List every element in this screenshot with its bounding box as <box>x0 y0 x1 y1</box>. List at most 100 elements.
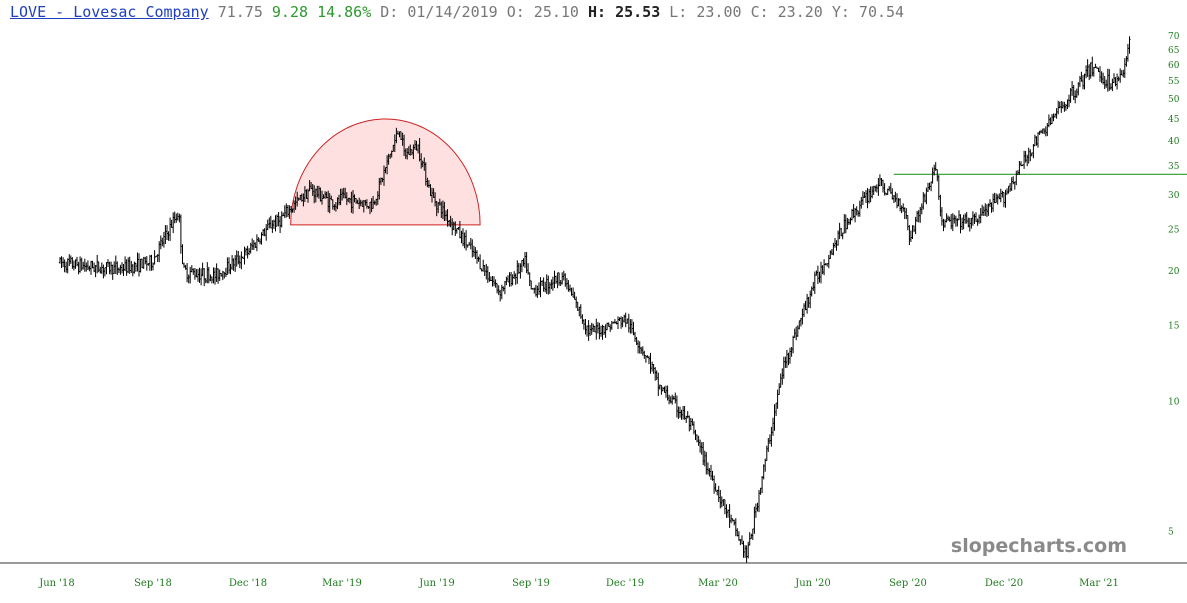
ohlc-bar <box>557 272 561 286</box>
annotation-layer[interactable] <box>290 118 1187 226</box>
ohlc-bar <box>486 266 489 283</box>
ohlc-bar <box>148 255 152 271</box>
ohlc-bar <box>991 193 995 212</box>
ohlc-bar <box>187 274 190 284</box>
ohlc-bar <box>1018 161 1021 175</box>
ohlc-bar <box>931 167 934 184</box>
ohlc-bar <box>561 272 564 285</box>
ohlc-bar <box>990 202 993 213</box>
ohlc-bar <box>495 283 499 294</box>
ohlc-bar <box>663 386 666 393</box>
ohlc-bar <box>1046 123 1049 137</box>
change-percent: 14.86% <box>317 3 372 21</box>
ohlc-bar <box>103 267 107 277</box>
ohlc-bar <box>78 256 82 273</box>
ohlc-bar <box>80 257 83 271</box>
ohlc-bar <box>1010 177 1013 191</box>
ohlc-bar <box>650 361 654 372</box>
ohlc-bar <box>1098 66 1102 82</box>
ohlc-bar <box>770 426 773 447</box>
ohlc-bar <box>641 346 644 356</box>
ohlc-bar <box>1080 71 1083 82</box>
ohlc-bar <box>832 242 835 256</box>
ticker-link[interactable]: LOVE - Lovesac Company <box>10 3 209 21</box>
ohlc-bar <box>875 184 878 193</box>
ohlc-bar <box>1055 108 1058 119</box>
ohlc-bar <box>68 254 71 266</box>
ohlc-bar <box>1120 70 1123 76</box>
ohlc-bar <box>168 217 172 241</box>
ohlc-bar <box>796 325 799 337</box>
ohlc-bar <box>629 319 632 334</box>
y-tick-label: 55 <box>1168 77 1180 87</box>
ohlc-bar <box>1106 68 1109 92</box>
ohlc-bar <box>1026 154 1029 167</box>
ohlc-bar <box>72 260 76 271</box>
ohlc-bar <box>599 325 603 337</box>
ohlc-bar <box>271 220 274 233</box>
ohlc-bar <box>1084 65 1088 79</box>
ohlc-bar <box>714 483 717 492</box>
ohlc-bar <box>1100 71 1103 84</box>
y-axis: 5 10 15 20 25 30 35 40 45 50 55 60 65 70 <box>1168 32 1180 538</box>
ohlc-bar <box>723 499 727 515</box>
ohlc-bar <box>258 238 262 245</box>
ohlc-bar <box>787 352 790 366</box>
ohlc-bar <box>959 214 962 234</box>
ohlc-bar <box>1015 170 1018 186</box>
ohlc-bar <box>827 254 830 269</box>
ohlc-bar <box>979 208 982 224</box>
ohlc-bar <box>1047 114 1051 128</box>
ohlc-bar <box>894 191 897 203</box>
ohlc-bar <box>216 268 220 284</box>
ohlc-bar <box>1050 114 1054 125</box>
ohlc-bar <box>564 273 567 287</box>
ohlc-bar <box>105 261 108 275</box>
ohlc-bar <box>514 273 517 285</box>
ohlc-bar <box>182 262 186 268</box>
ohlc-bar <box>1128 36 1131 54</box>
ohlc-bar <box>816 265 820 284</box>
ohlc-bar <box>996 194 999 205</box>
ohlc-bar <box>750 533 753 540</box>
ohlc-bar <box>618 317 621 321</box>
ohlc-bar <box>660 384 663 395</box>
ohlc-bar <box>734 518 737 537</box>
y-tick-label: 65 <box>1168 46 1180 56</box>
ohlc-bar <box>172 212 175 234</box>
ohlc-bar <box>139 258 142 273</box>
ohlc-bar <box>940 207 944 226</box>
ohlc-bar <box>528 272 531 287</box>
ohlc-bar <box>807 296 810 308</box>
ohlc-bar <box>616 316 620 329</box>
ohlc-bar <box>1078 76 1082 88</box>
ohlc-bar <box>728 504 731 528</box>
y-tick-label: 15 <box>1168 321 1180 331</box>
ohlc-bar <box>165 225 169 240</box>
ohlc-bar <box>113 261 116 275</box>
ohlc-bar <box>626 318 629 324</box>
ohlc-bar <box>477 256 480 262</box>
x-axis: Jun '18 Sep '18 Dec '18 Mar '19 Jun '19 Sep '… <box>38 578 1119 589</box>
ohlc-bar <box>1115 73 1119 90</box>
x-tick-label: Jun '20 <box>794 578 831 589</box>
ohlc-bar <box>891 188 894 200</box>
ohlc-bar <box>852 204 855 219</box>
ohlc-bar <box>939 194 942 217</box>
ohlc-bar <box>261 229 265 237</box>
ohlc-bar <box>982 206 985 216</box>
ohlc-bar <box>492 276 496 287</box>
ohlc-bar <box>175 213 178 223</box>
ohlc-bar <box>1089 62 1092 79</box>
ohlc-bar <box>544 281 547 293</box>
ohlc-bar <box>1088 64 1091 81</box>
ohlc-bar <box>976 218 979 226</box>
ohlc-bar <box>1041 128 1044 134</box>
ohlc-bar <box>791 335 795 354</box>
ohlc-bar <box>754 503 758 518</box>
ohlc-bar <box>987 203 990 216</box>
ohlc-bar <box>1049 117 1052 126</box>
ohlc-bar <box>900 205 903 214</box>
ohlc-bar <box>970 217 973 229</box>
